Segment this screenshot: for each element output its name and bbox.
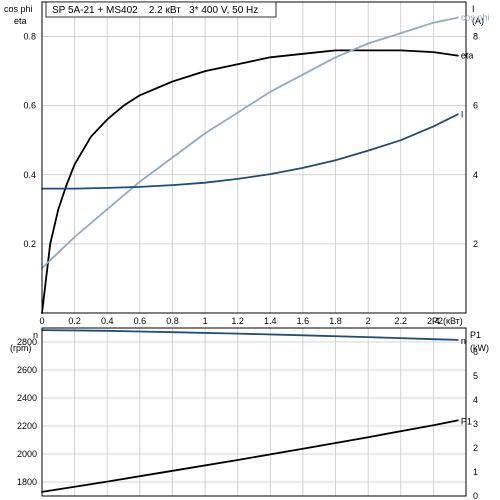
bottom-right-tick-label: 4: [473, 395, 478, 405]
x-tick-label: 1.2: [231, 316, 244, 326]
x-tick-labels: 0 0.2 0.4 0.6 0.8 1 1.2 1.4 1.6 1.8 2 2.2 2.4: [39, 316, 439, 326]
bottom-plot-frame: [41, 327, 467, 497]
top-left-tick-label: 0.8: [23, 32, 36, 42]
series-line-I: [41, 113, 459, 190]
series-label-n: n: [461, 336, 466, 346]
bottom-right-tick-label: 2: [473, 443, 478, 453]
bottom-panel: n (rpm) P1 (kW) 1800 2000 2200 2400 2600 2800…: [10, 327, 489, 500]
series-label-I: I: [461, 109, 464, 119]
series-line-P1: [41, 419, 459, 493]
bottom-left-axis-label-1: n: [33, 330, 38, 340]
bottom-series: [41, 329, 459, 493]
top-series-labels: eta cos phi I: [461, 13, 490, 120]
top-right-tick-label: 6: [473, 101, 478, 111]
top-left-tick-label: 0.2: [23, 239, 36, 249]
top-left-tick-label: 0.6: [23, 101, 36, 111]
series-line-cos-phi: [41, 16, 459, 270]
series-label-eta: eta: [461, 51, 474, 61]
x-tick-label: 0.4: [101, 316, 114, 326]
top-right-tick-labels: 2 4 6 8: [473, 32, 478, 249]
top-right-tick-label: 2: [473, 239, 478, 249]
series-line-n: [41, 329, 459, 341]
bottom-grid: [42, 328, 466, 496]
x-tick-label: 2.4: [427, 316, 440, 326]
bottom-series-labels: n P1: [461, 336, 472, 427]
x-tick-label: 0.8: [166, 316, 179, 326]
series-label-P1: P1: [461, 416, 472, 426]
x-axis-label: P2(кВт): [432, 316, 463, 326]
top-panel: SP 5A-21 + MS402 2.2 кВт 3* 400 V, 50 Hz…: [4, 1, 490, 326]
top-left-axis-label-1: cos phi: [4, 4, 33, 14]
title-box: [45, 1, 277, 18]
top-series: [41, 16, 459, 314]
top-right-axis-label-2: (A): [472, 16, 484, 26]
bottom-right-tick-labels: 0 1 2 3 4 5 6: [473, 347, 478, 500]
bottom-left-tick-label: 2600: [17, 365, 37, 375]
bottom-right-axis-label-1: P1: [470, 330, 481, 340]
series-line-eta: [41, 49, 459, 314]
bottom-right-tick-label: 1: [473, 467, 478, 477]
top-right-axis-label-1: I: [472, 4, 475, 14]
bottom-left-tick-label: 1800: [17, 477, 37, 487]
chart-title: SP 5A-21 + MS402 2.2 кВт 3* 400 V, 50 Hz: [52, 5, 258, 16]
top-right-tick-label: 8: [473, 32, 478, 42]
bottom-right-tick-label: 5: [473, 371, 478, 381]
x-tick-label: 2.2: [395, 316, 408, 326]
bottom-right-tick-label: 6: [473, 347, 478, 357]
top-left-tick-labels: 0.2 0.4 0.6 0.8: [23, 32, 36, 249]
x-tick-label: 1.8: [329, 316, 342, 326]
bottom-left-tick-label: 2200: [17, 421, 37, 431]
x-tick-label: 2: [366, 316, 371, 326]
top-right-tick-label: 4: [473, 170, 478, 180]
bottom-right-tick-label: 3: [473, 419, 478, 429]
bottom-left-tick-label: 2400: [17, 393, 37, 403]
bottom-right-axis-label-2: (kW): [470, 343, 489, 353]
series-label-cos-phi: cos phi: [461, 13, 490, 23]
x-tick-label: 1: [203, 316, 208, 326]
x-tick-label: 1.6: [297, 316, 310, 326]
x-tick-label: 0: [39, 316, 44, 326]
bottom-left-tick-label: 2000: [17, 449, 37, 459]
bottom-left-tick-labels: 1800 2000 2200 2400 2600 2800: [17, 337, 37, 487]
x-tick-label: 1.4: [264, 316, 277, 326]
x-tick-label: 0.6: [134, 316, 147, 326]
bottom-left-axis-label-2: (rpm): [10, 343, 32, 353]
top-left-axis-label-2: eta: [14, 16, 27, 26]
x-tick-label: 0.2: [68, 316, 81, 326]
bottom-right-tick-label: 0: [473, 491, 478, 500]
top-left-tick-label: 0.4: [23, 170, 36, 180]
bottom-left-tick-label: 2800: [17, 337, 37, 347]
